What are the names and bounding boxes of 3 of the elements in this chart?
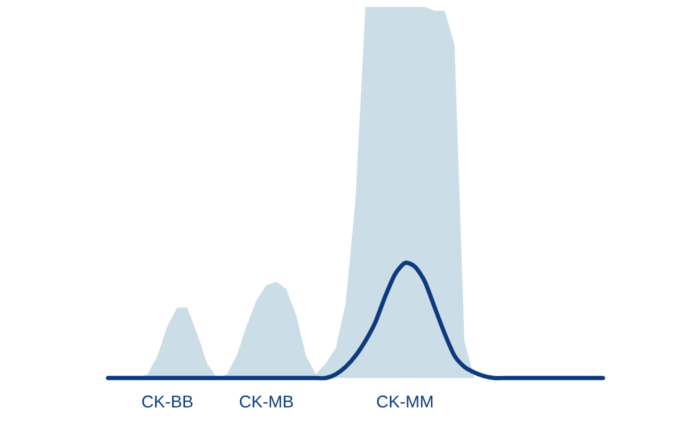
x-tick-label: CK-BB xyxy=(142,396,192,408)
x-tick-label: CK-MM xyxy=(377,396,432,408)
x-tick-label: CK-MB xyxy=(240,396,293,408)
